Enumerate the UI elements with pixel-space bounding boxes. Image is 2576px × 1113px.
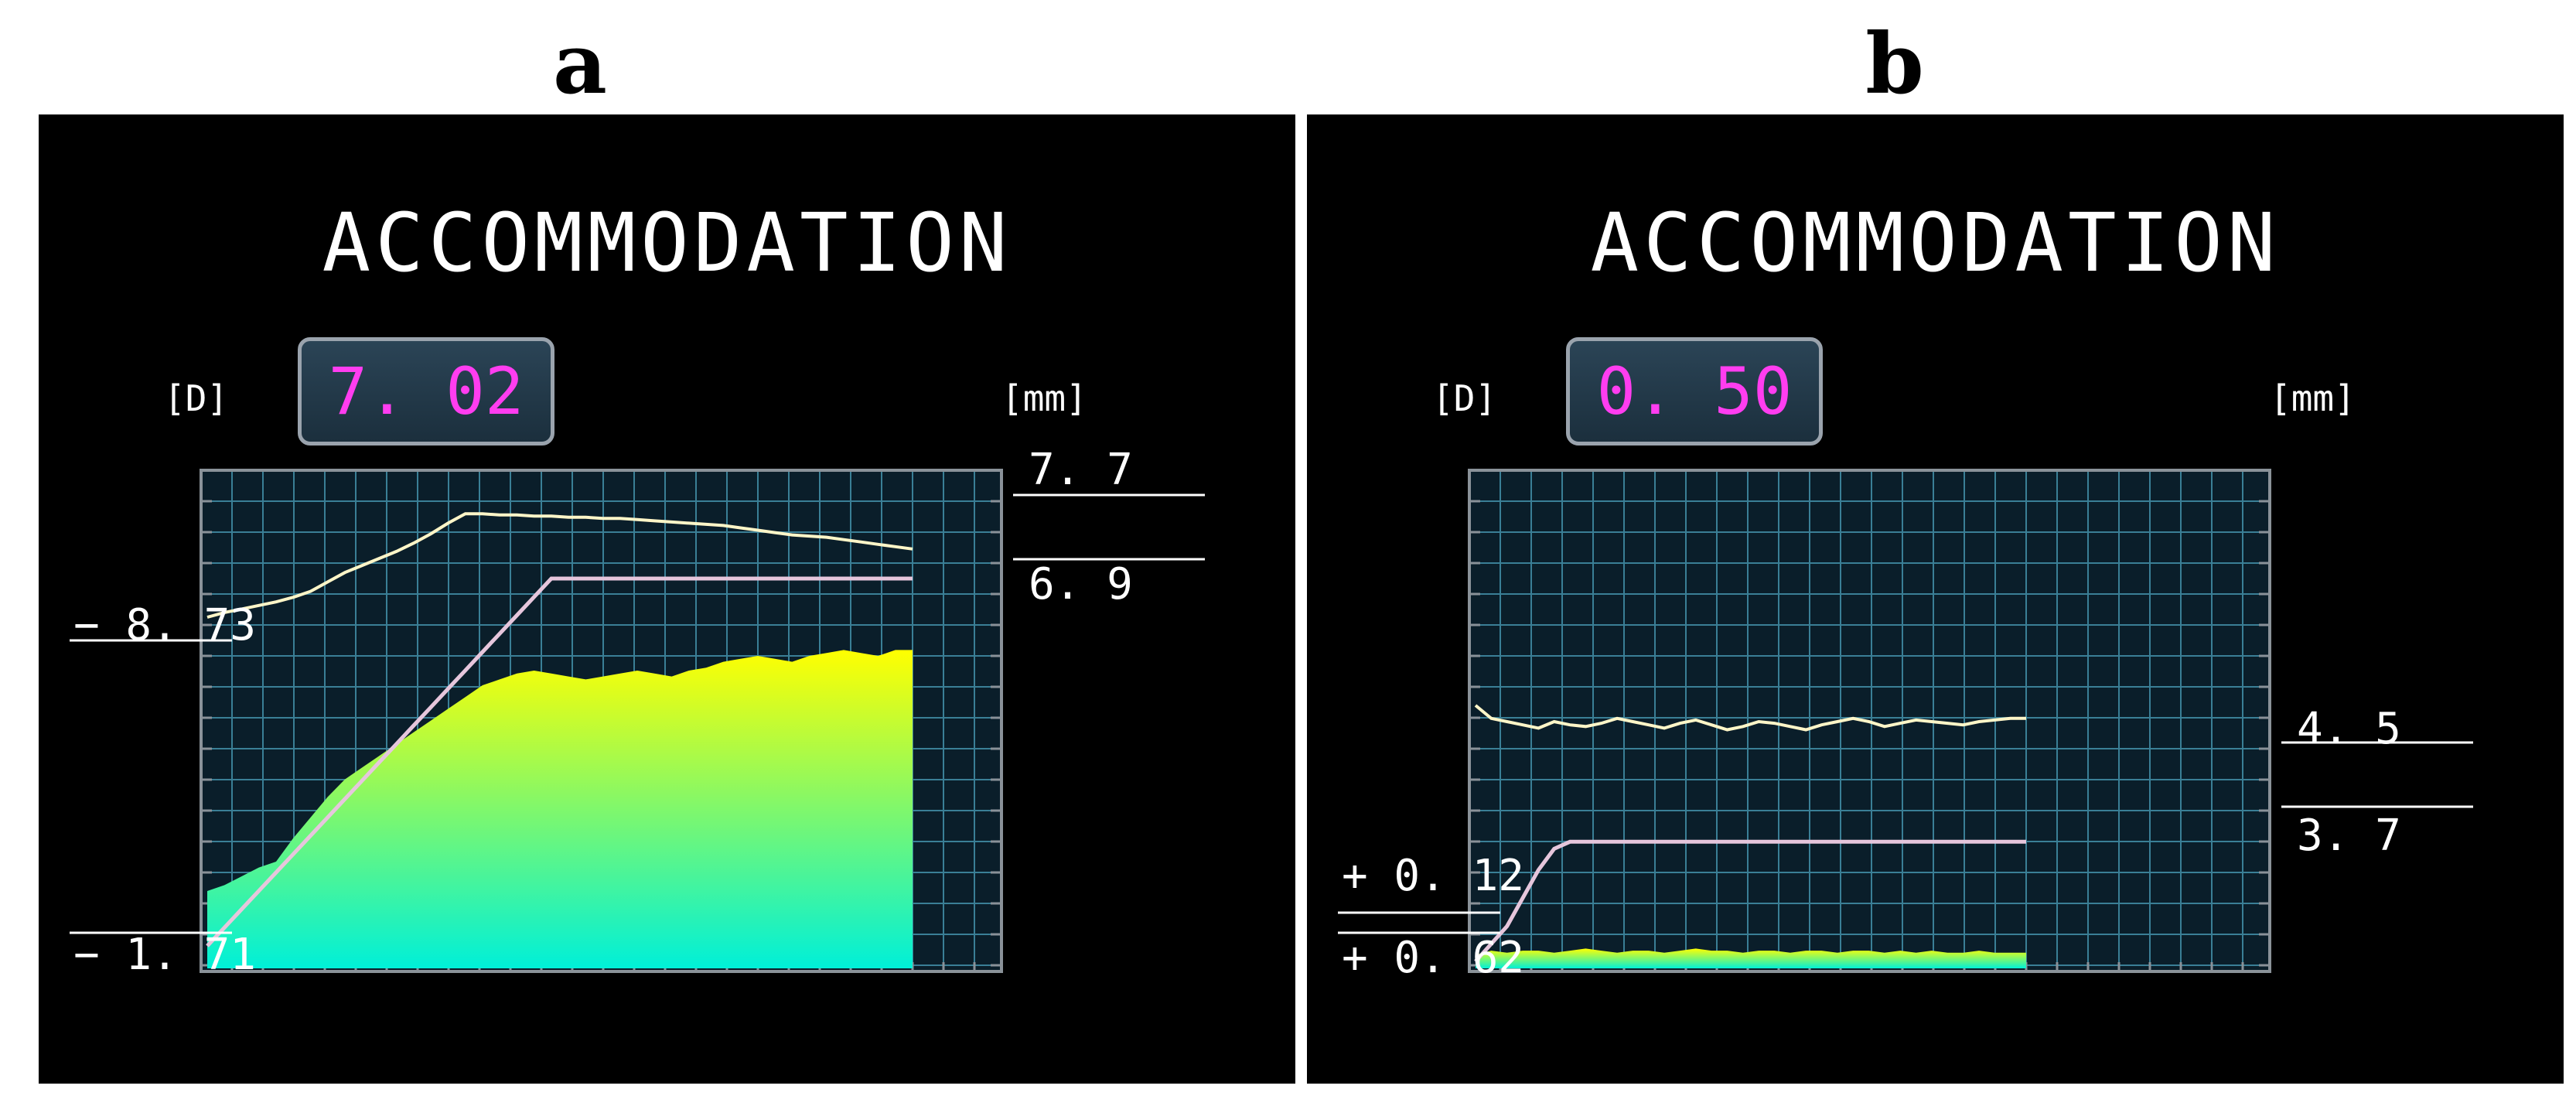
diopter-unit-label: [D]	[164, 377, 229, 419]
right-marker-upper: 7. 7	[1029, 445, 1133, 495]
left-marker-upper: + 0. 12	[1342, 851, 1525, 901]
right-marker-upper: 4. 5	[2297, 704, 2401, 754]
right-marker-lower: 6. 9	[1029, 559, 1133, 609]
panel-label-b: b	[1865, 15, 1924, 113]
panel-title: ACCOMMODATION	[1590, 196, 2281, 290]
mm-unit-label: [mm]	[1001, 377, 1087, 419]
mm-unit-label: [mm]	[2270, 377, 2356, 419]
pupil-line	[1474, 704, 2026, 732]
right-marker-lower: 3. 7	[2297, 811, 2401, 861]
plot-frame	[1468, 469, 2271, 973]
left-marker-lower: + 0. 62	[1342, 933, 1525, 983]
plot-frame	[200, 469, 1003, 973]
panel-title: ACCOMMODATION	[322, 196, 1012, 290]
left-marker-upper: − 8. 73	[73, 600, 257, 650]
chart-plot-b	[1338, 469, 2473, 973]
monitor-panel-a: ACCOMMODATION 7. 02 [D] [mm] − 8. 73 − 1…	[39, 114, 1295, 1084]
chart-plot-a	[70, 469, 1205, 973]
accommodation-line	[206, 576, 913, 947]
grid	[1469, 469, 2270, 971]
panel-label-a: a	[553, 15, 607, 113]
pupil-line	[206, 512, 913, 619]
accommodation-readout: 0. 50	[1566, 337, 1823, 446]
stimulus-area	[1476, 948, 2026, 968]
stimulus-area	[207, 650, 913, 968]
accommodation-line	[1474, 839, 2026, 963]
diopter-unit-label: [D]	[1432, 377, 1497, 419]
monitor-panel-b: ACCOMMODATION 0. 50 [D] [mm] + 0. 12 + 0…	[1307, 114, 2564, 1084]
accommodation-readout: 7. 02	[298, 337, 554, 446]
left-marker-lower: − 1. 71	[73, 930, 257, 980]
